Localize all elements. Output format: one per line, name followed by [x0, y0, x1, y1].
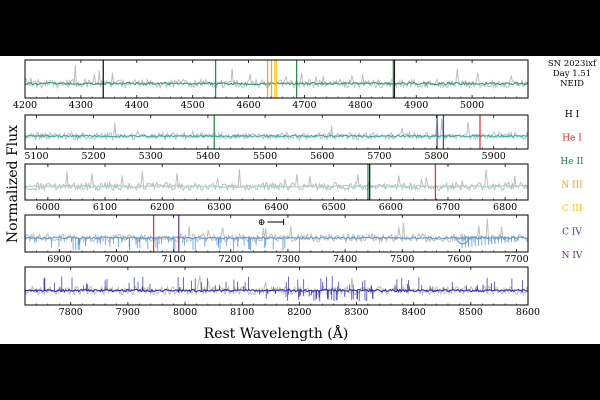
x-tick-label: 5000: [460, 100, 484, 111]
x-tick-label: 7100: [162, 254, 186, 265]
x-tick-label: 7800: [59, 307, 83, 318]
x-tick-label: 4200: [13, 100, 37, 111]
x-tick-label: 8200: [287, 307, 311, 318]
panel-frame-3: [24, 163, 529, 201]
spectrum-raw-4: [24, 218, 529, 244]
chart-title-line: SN 2023ixf: [548, 59, 597, 69]
x-axis-title: Rest Wavelength (Å): [204, 324, 349, 342]
x-tick-label: 8100: [230, 307, 254, 318]
panel-frame-1: [24, 59, 529, 99]
x-tick-label: 6000: [36, 202, 60, 213]
x-tick-label: 4900: [404, 100, 428, 111]
x-tick-label: 6100: [93, 202, 117, 213]
x-tick-label: 5700: [367, 151, 391, 162]
spectrum-binned-2: [24, 134, 529, 138]
legend-entry: He I: [562, 134, 582, 144]
spectrum-chart: 4200 4300 4400 4500 4600 4700 4800 4900 5000 5100…: [5, 59, 597, 342]
legend-entry: C IV: [562, 228, 582, 238]
x-tick-label: 5600: [310, 151, 334, 162]
x-tick-label: 5800: [424, 151, 448, 162]
x-tick-label: 4400: [125, 100, 149, 111]
x-tick-label: 4500: [181, 100, 205, 111]
panel-frame-2: [24, 114, 529, 150]
y-axis-title: Normalized Flux: [5, 125, 21, 243]
spectrum-binned-4: [24, 235, 529, 241]
x-tick-label: 7500: [390, 254, 414, 265]
legend-entry: H I: [565, 110, 580, 120]
x-tick-label: 6300: [207, 202, 231, 213]
legend-entry: He II: [560, 157, 584, 167]
x-tick-label: 8500: [459, 307, 483, 318]
telluric-symbol: ⊕: [258, 218, 266, 228]
legend-entry: N IV: [562, 251, 583, 261]
x-tick-label: 4700: [292, 100, 316, 111]
x-tick-label: 7200: [219, 254, 243, 265]
legend-entry: C III: [562, 204, 583, 214]
legend-entry: N III: [561, 181, 583, 191]
spectrum-raw-3: [24, 169, 529, 193]
x-tick-label: 7600: [447, 254, 471, 265]
x-tick-label: 4300: [69, 100, 93, 111]
telluric-lines: [43, 276, 523, 302]
x-tick-label: 8400: [402, 307, 426, 318]
x-tick-label: 5400: [196, 151, 220, 162]
spectrum-binned-3: [24, 184, 529, 189]
x-tick-label: 7700: [504, 254, 528, 265]
x-tick-label: 6500: [322, 202, 346, 213]
x-tick-label: 6700: [436, 202, 460, 213]
panel-frame-4: [24, 214, 529, 253]
x-tick-label: 5100: [24, 151, 48, 162]
x-tick-label: 5300: [139, 151, 163, 162]
x-tick-label: 6400: [264, 202, 288, 213]
chart-title-line: NEID: [560, 79, 584, 89]
x-tick-label: 8300: [344, 307, 368, 318]
x-tick-label: 7900: [116, 307, 140, 318]
x-tick-label: 6900: [47, 254, 71, 265]
x-tick-label: 8600: [516, 307, 540, 318]
telluric-absorption: [34, 235, 519, 252]
x-tick-label: 5900: [482, 151, 506, 162]
plot-area: 4200 4300 4400 4500 4600 4700 4800 4900 5000 5100…: [0, 56, 600, 344]
x-tick-label: 7400: [333, 254, 357, 265]
x-tick-label: 5200: [81, 151, 105, 162]
a-band-trough: [455, 237, 471, 245]
x-tick-label: 7300: [276, 254, 300, 265]
chart-title-line: Day 1.51: [553, 69, 591, 79]
x-tick-label: 6800: [493, 202, 517, 213]
x-tick-label: 5500: [253, 151, 277, 162]
spectrum-binned-5: [24, 288, 529, 293]
x-tick-label: 4800: [348, 100, 372, 111]
x-tick-label: 6600: [379, 202, 403, 213]
x-tick-label: 8000: [173, 307, 197, 318]
x-tick-label: 7000: [104, 254, 128, 265]
x-tick-label: 4600: [236, 100, 260, 111]
x-tick-label: 6200: [150, 202, 174, 213]
